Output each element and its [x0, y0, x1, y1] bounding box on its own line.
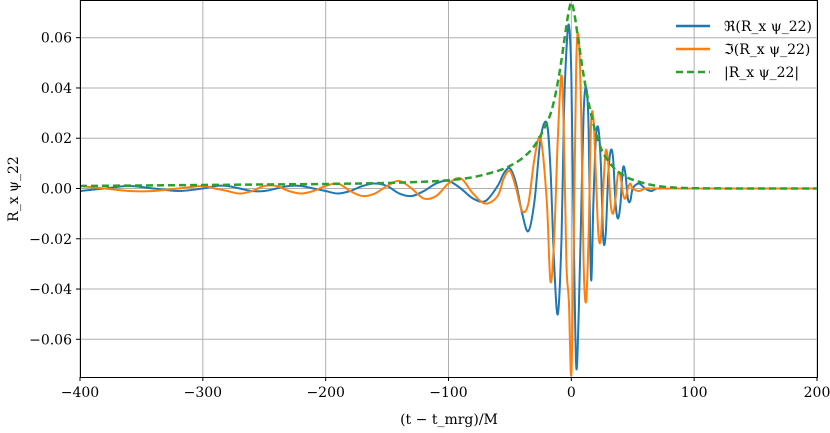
legend-label: ℑ(R_x ψ_22) — [724, 42, 810, 58]
x-tick-label: −300 — [184, 385, 222, 401]
series-abs — [80, 1, 817, 190]
x-axis: −400 −300 −200 −100 0 100 200 — [61, 377, 830, 401]
x-tick-label: −400 — [61, 385, 99, 401]
y-tick-label: 0.04 — [41, 81, 72, 97]
x-tick-label: 0 — [567, 385, 576, 401]
y-tick-label: 0.00 — [41, 182, 72, 198]
x-axis-label: (t − t_mrg)/M — [400, 412, 498, 428]
y-tick-label: 0.02 — [41, 131, 72, 147]
y-axis-label: R_x ψ_22 — [6, 156, 22, 222]
y-tick-label: −0.04 — [29, 282, 72, 298]
y-tick-label: 0.06 — [41, 31, 72, 47]
legend-label: ℜ(R_x ψ_22) — [724, 19, 812, 35]
y-tick-label: −0.06 — [29, 332, 72, 348]
series-layer — [80, 1, 817, 377]
y-axis: −0.06 −0.04 −0.02 0.00 0.02 0.04 0.06 — [29, 31, 80, 348]
legend: ℜ(R_x ψ_22) ℑ(R_x ψ_22) |R_x ψ_22| — [676, 19, 812, 81]
x-tick-label: −200 — [306, 385, 344, 401]
series-real — [80, 23, 817, 371]
x-tick-label: 200 — [804, 385, 830, 401]
y-tick-label: −0.02 — [29, 232, 72, 248]
legend-label: |R_x ψ_22| — [724, 65, 799, 81]
x-tick-label: 100 — [681, 385, 708, 401]
x-tick-label: −100 — [429, 385, 467, 401]
